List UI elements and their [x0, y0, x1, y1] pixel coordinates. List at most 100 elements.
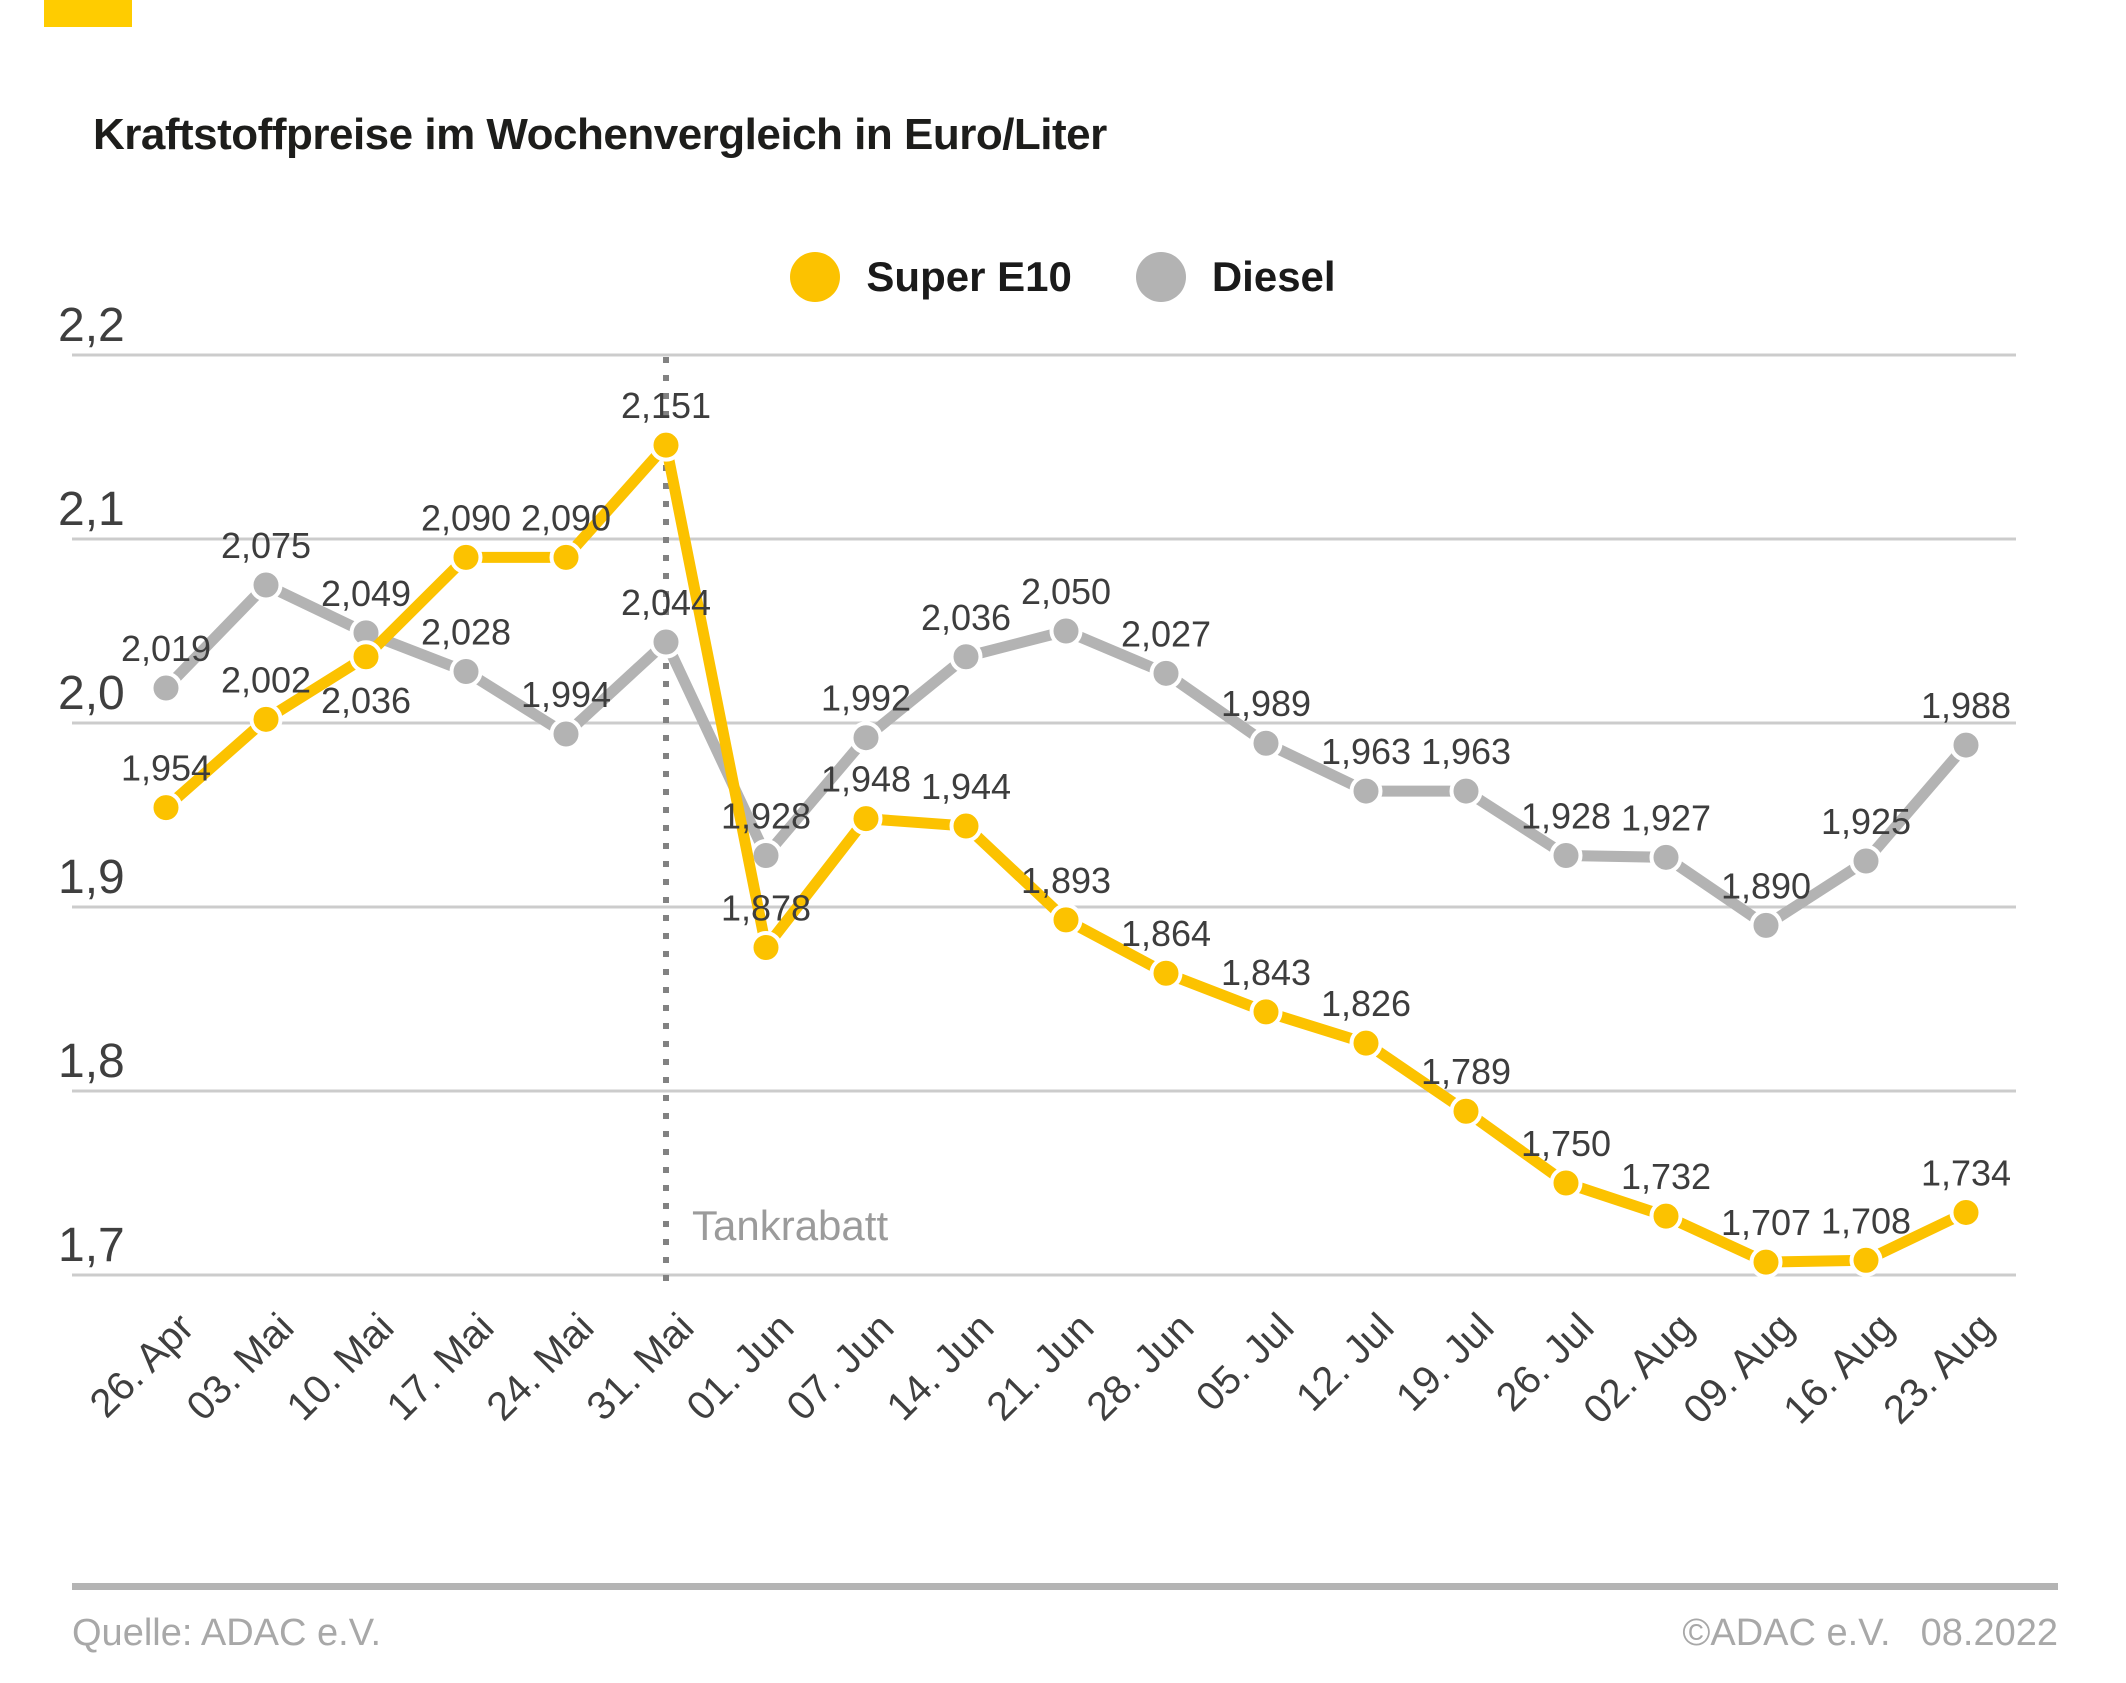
data-point-diesel — [649, 625, 683, 659]
data-point-diesel — [949, 640, 983, 674]
data-label-diesel: 1,928 — [721, 795, 811, 836]
footer-source: Quelle: ADAC e.V. — [72, 1612, 382, 1654]
data-label-super-e10: 1,878 — [721, 887, 811, 928]
data-point-diesel — [1849, 844, 1883, 878]
data-point-diesel — [1049, 614, 1083, 648]
data-point-diesel — [1149, 656, 1183, 690]
data-label-super-e10: 2,090 — [521, 497, 611, 538]
x-axis-tick-label: 10. Mai — [278, 1305, 402, 1429]
data-label-super-e10: 1,707 — [1721, 1202, 1811, 1243]
data-label-diesel: 1,925 — [1821, 801, 1911, 842]
legend-item-diesel: Diesel — [1135, 252, 1336, 302]
data-point-diesel — [1349, 774, 1383, 808]
x-axis-tick-label: 01. Jun — [678, 1305, 802, 1429]
data-label-super-e10: 1,864 — [1121, 913, 1211, 954]
y-axis-tick-label: 2,2 — [58, 299, 125, 352]
y-axis-tick-label: 1,7 — [58, 1219, 125, 1272]
data-label-super-e10: 1,893 — [1021, 860, 1111, 901]
data-label-super-e10: 2,151 — [621, 385, 711, 426]
x-axis-tick-label: 07. Jun — [778, 1305, 902, 1429]
data-point-diesel — [1649, 840, 1683, 874]
data-point-diesel — [1949, 728, 1983, 762]
x-axis-tick-label: 17. Mai — [378, 1305, 502, 1429]
data-point-super-e10 — [749, 930, 783, 964]
data-label-diesel: 2,028 — [421, 611, 511, 652]
data-label-diesel: 1,963 — [1421, 731, 1511, 772]
x-axis-tick-label: 21. Jun — [978, 1305, 1102, 1429]
data-label-diesel: 2,036 — [921, 597, 1011, 638]
legend-dot-icon — [1135, 252, 1186, 302]
footer-divider — [72, 1583, 2058, 1590]
x-axis-tick-label: 12. Jul — [1288, 1305, 1402, 1419]
data-point-diesel — [149, 671, 183, 705]
x-axis-tick-label: 19. Jul — [1388, 1305, 1502, 1419]
data-label-super-e10: 1,789 — [1421, 1051, 1511, 1092]
data-label-super-e10: 1,948 — [821, 759, 911, 800]
data-point-super-e10 — [849, 802, 883, 836]
x-axis-tick-label: 31. Mai — [578, 1305, 702, 1429]
data-label-diesel: 2,075 — [221, 525, 311, 566]
x-axis-tick-label: 03. Mai — [178, 1305, 302, 1429]
page-title: Kraftstoffpreise im Wochenvergleich in E… — [93, 110, 1107, 159]
data-point-diesel — [1749, 908, 1783, 942]
data-label-diesel: 1,963 — [1321, 731, 1411, 772]
data-label-diesel: 1,989 — [1221, 683, 1311, 724]
data-label-super-e10: 1,944 — [921, 766, 1011, 807]
data-label-diesel: 2,044 — [621, 582, 711, 623]
legend-dot-icon — [790, 252, 841, 302]
tankrabatt-annotation: Tankrabatt — [692, 1202, 888, 1249]
y-axis-tick-label: 2,1 — [58, 483, 125, 536]
legend-label: Diesel — [1211, 253, 1336, 300]
data-point-super-e10 — [1549, 1166, 1583, 1200]
x-axis-tick-label: 05. Jul — [1188, 1305, 1302, 1419]
data-point-diesel — [249, 568, 283, 602]
legend-item-super-e10: Super E10 — [790, 252, 1072, 302]
data-label-super-e10: 1,954 — [121, 748, 211, 789]
data-point-super-e10 — [449, 540, 483, 574]
data-point-super-e10 — [1749, 1245, 1783, 1279]
data-point-super-e10 — [649, 428, 683, 462]
data-point-diesel — [749, 838, 783, 872]
data-label-super-e10: 1,708 — [1821, 1200, 1911, 1241]
data-label-diesel: 2,050 — [1021, 571, 1111, 612]
data-label-diesel: 1,994 — [521, 674, 611, 715]
data-label-super-e10: 1,826 — [1321, 983, 1411, 1024]
data-point-super-e10 — [549, 540, 583, 574]
x-axis-tick-label: 02. Aug — [1575, 1305, 1702, 1432]
data-label-super-e10: 2,036 — [321, 680, 411, 721]
series-line-super-e10 — [160, 439, 1972, 1268]
data-label-diesel: 2,027 — [1121, 613, 1211, 654]
x-axis-tick-label: 09. Aug — [1675, 1305, 1802, 1432]
data-label-diesel: 1,927 — [1621, 797, 1711, 838]
footer-copyright: ©ADAC e.V. 08.2022 — [1682, 1612, 2058, 1655]
data-point-super-e10 — [1049, 903, 1083, 937]
y-axis-tick-label: 1,9 — [58, 851, 125, 904]
data-point-diesel — [449, 654, 483, 688]
data-point-diesel — [1449, 774, 1483, 808]
data-label-diesel: 1,988 — [1921, 685, 2011, 726]
legend-label: Super E10 — [866, 253, 1072, 300]
y-axis-tick-label: 1,8 — [58, 1035, 125, 1088]
data-point-diesel — [1549, 838, 1583, 872]
data-point-super-e10 — [349, 640, 383, 674]
data-label-diesel: 1,890 — [1721, 865, 1811, 906]
data-point-super-e10 — [1349, 1026, 1383, 1060]
data-point-diesel — [849, 721, 883, 755]
data-label-super-e10: 1,750 — [1521, 1123, 1611, 1164]
data-point-super-e10 — [149, 791, 183, 825]
data-point-super-e10 — [1949, 1195, 1983, 1229]
data-label-super-e10: 1,732 — [1621, 1156, 1711, 1197]
x-axis-tick-label: 28. Jun — [1078, 1305, 1202, 1429]
data-point-super-e10 — [1849, 1243, 1883, 1277]
data-point-super-e10 — [249, 702, 283, 736]
data-label-diesel: 2,019 — [121, 628, 211, 669]
x-axis-tick-label: 24. Mai — [478, 1305, 602, 1429]
data-point-diesel — [549, 717, 583, 751]
x-axis-tick-label: 16. Aug — [1775, 1305, 1902, 1432]
legend: Super E10 Diesel — [0, 252, 2126, 302]
data-label-super-e10: 2,002 — [221, 659, 311, 700]
x-axis-tick-label: 23. Aug — [1875, 1305, 2002, 1432]
data-point-super-e10 — [949, 809, 983, 843]
data-label-super-e10: 1,734 — [1921, 1152, 2011, 1193]
